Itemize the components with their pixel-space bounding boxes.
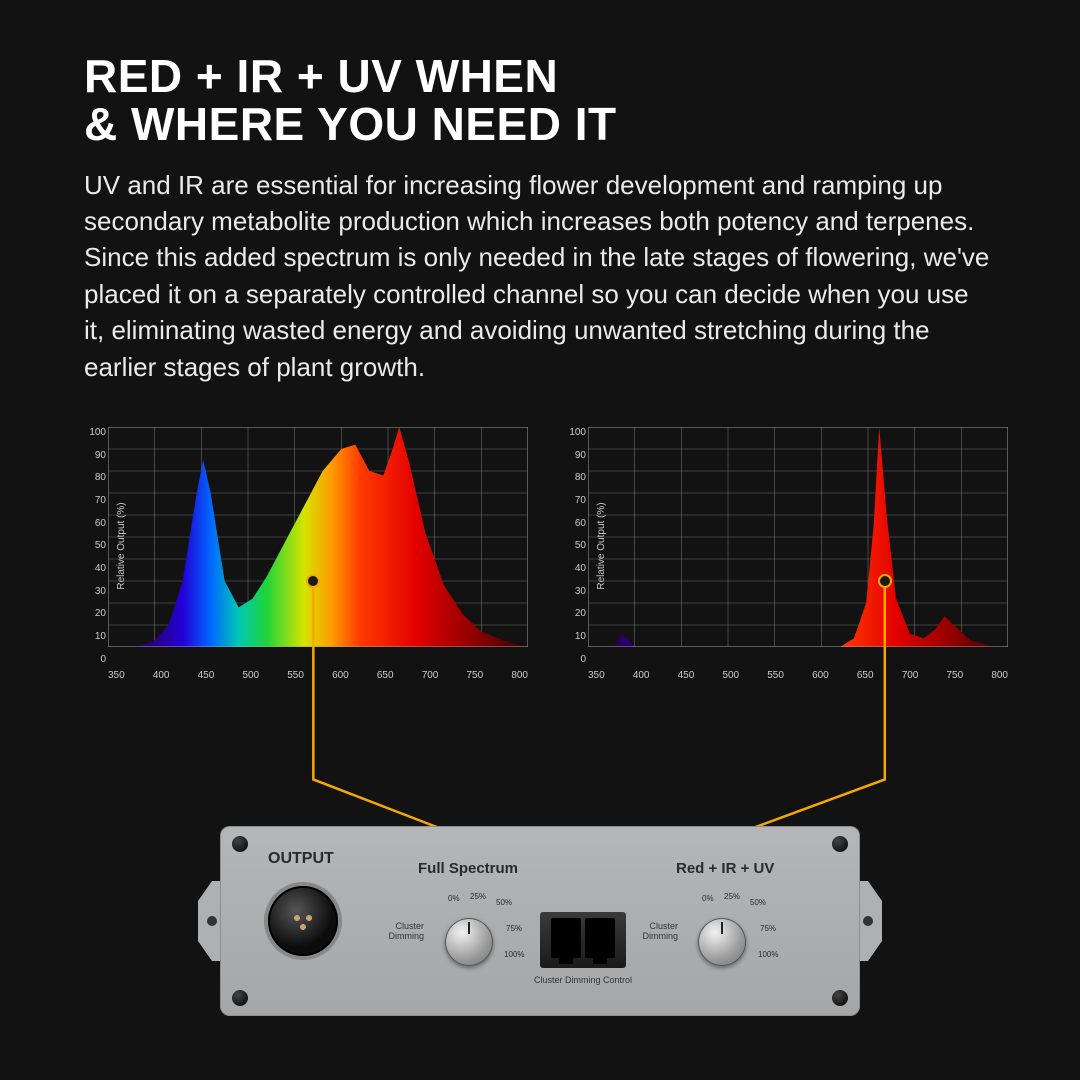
charts-row: Relative Output (%) 01020304050607080901…	[84, 427, 996, 665]
red-ir-uv-knob[interactable]	[698, 918, 746, 966]
screw-icon	[232, 836, 248, 852]
body-copy: UV and IR are essential for increasing f…	[84, 167, 996, 385]
chart-red-svg	[588, 427, 1008, 647]
full-spectrum-knob[interactable]	[445, 918, 493, 966]
headline: RED + IR + UV WHEN & WHERE YOU NEED IT	[84, 52, 996, 149]
red-ir-uv-label: Red + IR + UV	[676, 860, 774, 877]
cluster-dimming-label: Cluster Dimming	[380, 922, 424, 942]
cdc-label: Cluster Dimming Control	[528, 976, 638, 986]
screw-icon	[832, 990, 848, 1006]
rj-port[interactable]	[585, 918, 615, 958]
headline-line1: RED + IR + UV WHEN	[84, 50, 558, 102]
chart-full-svg	[108, 427, 528, 647]
rj-ports[interactable]	[540, 912, 626, 968]
output-connector[interactable]	[268, 886, 338, 956]
chart-red-ir-uv: Relative Output (%) 01020304050607080901…	[564, 427, 1004, 665]
screw-icon	[232, 990, 248, 1006]
full-spectrum-label: Full Spectrum	[418, 860, 518, 877]
controller-panel: OUTPUT Full Spectrum Red + IR + UV Clust…	[220, 826, 860, 1016]
xticks: 350400450500550600650700750800	[588, 670, 1008, 681]
output-label: OUTPUT	[268, 850, 334, 868]
yticks: 0102030405060708090100	[566, 427, 586, 665]
panel-face: OUTPUT Full Spectrum Red + IR + UV Clust…	[220, 826, 860, 1016]
screw-icon	[832, 836, 848, 852]
chart-red-marker	[878, 574, 892, 588]
chart-full-marker	[306, 574, 320, 588]
chart-full-spectrum: Relative Output (%) 01020304050607080901…	[84, 427, 524, 665]
cluster-dimming-label: Cluster Dimming	[634, 922, 678, 942]
xticks: 350400450500550600650700750800	[108, 670, 528, 681]
rj-port[interactable]	[551, 918, 581, 958]
yticks: 0102030405060708090100	[86, 427, 106, 665]
headline-line2: & WHERE YOU NEED IT	[84, 98, 617, 150]
